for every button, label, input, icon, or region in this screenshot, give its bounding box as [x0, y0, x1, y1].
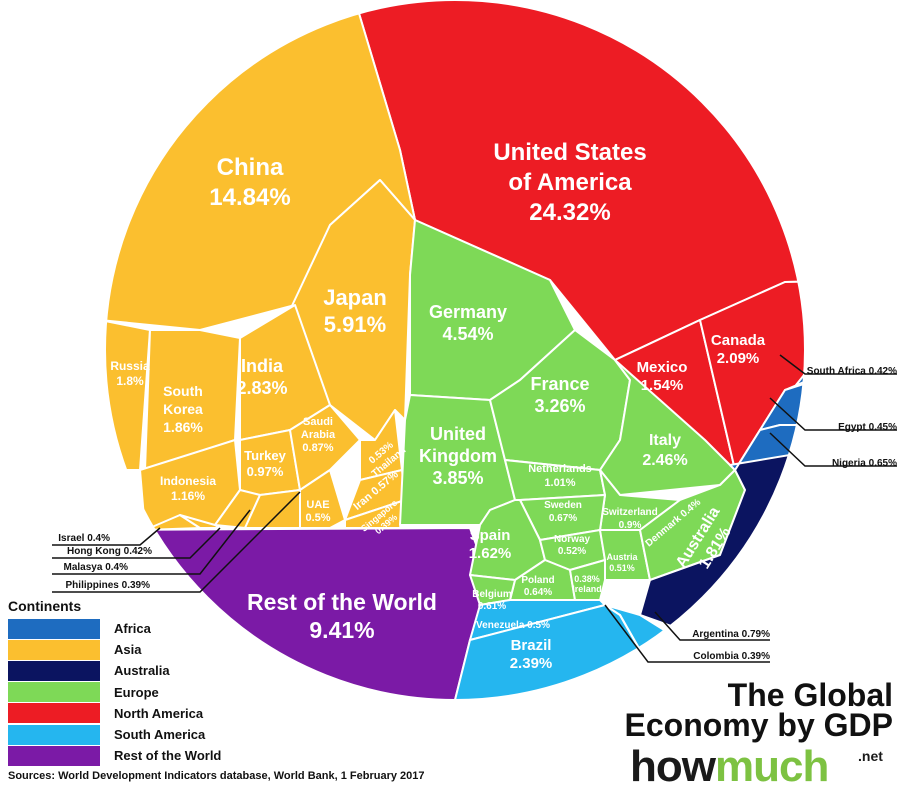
legend-label: Europe — [114, 684, 159, 700]
callout-label-hong-kong: Hong Kong 0.42% — [67, 546, 152, 557]
cell-label-uae: UAE 0.5% — [305, 499, 330, 524]
legend-title: Continents — [8, 598, 82, 614]
cell-label-japan: Japan 5.91% — [323, 285, 387, 337]
legend-label: Africa — [114, 621, 151, 637]
leader-line-egypt — [769, 397, 897, 431]
legend-item: South America — [8, 724, 221, 745]
cell-saudi-arabia — [289, 404, 361, 491]
cell-south-korea — [144, 329, 241, 471]
legend-item: North America — [8, 703, 221, 724]
legend-swatch — [8, 639, 100, 660]
cell-label-switzerland: Switzerland 0.9% — [602, 507, 658, 531]
cell-label-saudi-arabia: Saudi Arabia 0.87% — [301, 416, 336, 454]
legend-label: Asia — [114, 642, 142, 658]
cell-label-france: France 3.26% — [530, 374, 589, 416]
cell-label-spain: Spain 1.62% — [469, 527, 512, 562]
legend-swatch — [8, 660, 100, 681]
leader-line-israel — [52, 527, 161, 546]
cell-label-russia: Russia 1.8% — [110, 359, 150, 388]
legend-swatch — [8, 724, 100, 745]
cell-label-mexico: Mexico 1.54% — [637, 359, 688, 394]
cell-label-united-states-of-america: United States of America 24.32% — [493, 139, 646, 226]
leader-line-philippines — [52, 491, 301, 593]
leader-line-hong-kong — [52, 527, 221, 559]
cell-label-venezuela: Venezuela 0.5% — [476, 620, 550, 631]
legend-label: Rest of the World — [114, 748, 222, 764]
cell-label-china: China 14.84% — [209, 154, 290, 211]
cell-label-ireland: 0.38% Ireland — [572, 574, 602, 594]
cell-austria — [599, 529, 651, 581]
legend-item: Europe — [8, 682, 221, 703]
chart-title: The Global Economy by GDP — [624, 677, 894, 743]
legend-label: North America — [114, 705, 204, 721]
cell-label-netherlands: Netherlands 1.01% — [528, 463, 592, 489]
cell-label-germany: Germany 4.54% — [429, 302, 507, 344]
cell-ireland — [569, 559, 606, 601]
cell-philippines — [244, 489, 301, 529]
callout-label-philippines: Philippines 0.39% — [66, 580, 151, 591]
legend-item: Asia — [8, 639, 221, 660]
leader-line-colombia — [604, 604, 770, 663]
cell-japan — [289, 179, 416, 441]
cell-label-south-korea: South Korea 1.86% — [163, 383, 203, 435]
cell-label-brazil: Brazil 2.39% — [510, 637, 553, 672]
legend-swatch — [8, 682, 100, 703]
chart-title-line1: The Global — [727, 677, 893, 713]
cell-label-italy: Italy 2.46% — [642, 432, 687, 469]
legend: Continents Africa Asia Australia Europe Nort… — [8, 598, 221, 766]
legend-label: Australia — [114, 663, 170, 679]
cell-label-norway: Norway 0.52% — [554, 534, 591, 557]
leader-line-argentina — [654, 611, 770, 641]
chart-outline — [104, 0, 806, 701]
callout-label-argentina: Argentina 0.79% — [692, 629, 770, 640]
legend-swatch — [8, 703, 100, 724]
cell-label-poland: Poland 0.64% — [521, 575, 554, 598]
cell-label-turkey: Turkey 0.97% — [244, 448, 286, 479]
cell-label-india: India 2.83% — [236, 356, 287, 398]
cell-thailand — [359, 409, 403, 481]
cell-label-belgium: Belgium 0.61% — [472, 589, 512, 612]
cell-label-austria: Austria 0.51% — [606, 552, 638, 573]
cell-label-canada: Canada 2.09% — [711, 332, 766, 367]
callout-label-malasya: Malasya 0.4% — [64, 562, 129, 573]
logo-how: how — [630, 742, 716, 791]
callout-label-south-africa: South Africa 0.42% — [807, 366, 897, 377]
callout-label-nigeria: Nigeria 0.65% — [832, 458, 897, 469]
cell-label-indonesia: Indonesia 1.16% — [160, 474, 216, 503]
legend-item: Africa — [8, 618, 221, 639]
cell-label-sweden: Sweden 0.67% — [544, 500, 582, 524]
cell-singapore — [344, 499, 406, 529]
callout-label-egypt: Egypt 0.45% — [838, 422, 897, 433]
logo-much: much — [714, 742, 829, 791]
howmuch-logo: howmuch — [630, 742, 829, 792]
chart-title-line2: Economy by GDP — [624, 707, 894, 743]
cell-nigeria — [729, 424, 805, 471]
legend-swatch — [8, 745, 100, 766]
legend-item: Rest of the World — [8, 745, 221, 766]
callout-label-colombia: Colombia 0.39% — [693, 651, 770, 662]
callout-label-israel: Israel 0.4% — [58, 533, 110, 544]
logo-suffix: .net — [858, 748, 883, 764]
source-note: Sources: World Development Indicators da… — [8, 770, 425, 782]
cell-label-united-kingdom: United Kingdom 3.85% — [419, 424, 497, 488]
legend-item: Australia — [8, 660, 221, 681]
leader-line-south-africa — [779, 354, 897, 375]
cell-russia — [105, 319, 151, 471]
cell-label-rest-of-the-world: Rest of the World 9.41% — [247, 589, 437, 643]
leader-line-nigeria — [769, 432, 897, 467]
legend-swatch — [8, 618, 100, 639]
leader-line-malasya — [52, 509, 251, 575]
legend-label: South America — [114, 727, 206, 743]
